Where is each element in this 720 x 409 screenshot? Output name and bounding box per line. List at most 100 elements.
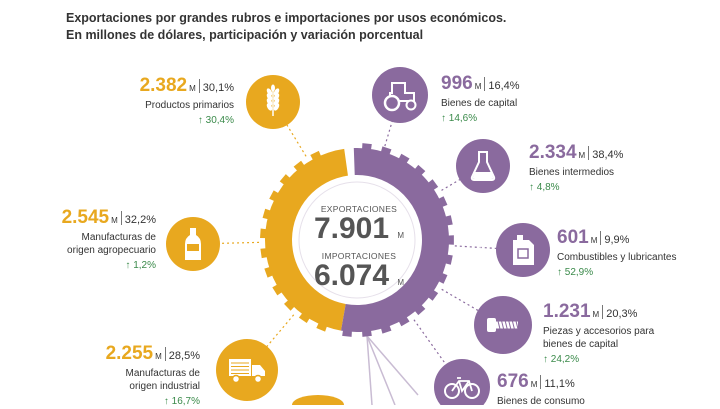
category-label: 2.334 M 38,4% Bienes intermedios ↑ 4,8% bbox=[529, 143, 689, 195]
ring-tooth bbox=[427, 289, 439, 301]
partial-node-circle bbox=[292, 395, 344, 405]
ring-tooth bbox=[284, 299, 296, 311]
connector-line bbox=[413, 319, 463, 388]
value-text: 676 bbox=[497, 371, 529, 392]
separator bbox=[164, 347, 166, 361]
ring-imports-band bbox=[341, 148, 449, 332]
share-text: 28,5% bbox=[168, 350, 200, 362]
ring-tooth bbox=[437, 272, 448, 284]
ring-tooth bbox=[362, 328, 372, 337]
separator bbox=[484, 77, 486, 91]
change-text: ↑ 52,9% bbox=[557, 267, 594, 278]
category-icons bbox=[166, 67, 550, 405]
change-text: ↑ 1,2% bbox=[125, 260, 156, 271]
truck-icon bbox=[229, 359, 265, 384]
change-text: ↑ 4,8% bbox=[529, 182, 560, 193]
unit-text: M bbox=[590, 236, 598, 245]
ring-tooth bbox=[260, 228, 268, 239]
connector-line bbox=[366, 335, 396, 405]
node-circle-bicycle bbox=[434, 359, 490, 405]
jerrycan-icon bbox=[513, 235, 534, 265]
change-text: ↑ 14,6% bbox=[441, 113, 478, 124]
share-text: 9,9% bbox=[604, 234, 630, 246]
ring-tooth bbox=[260, 248, 269, 259]
unit-text: M bbox=[592, 310, 600, 319]
category-name: Manufacturas de bbox=[81, 232, 157, 243]
ring-tooth bbox=[380, 146, 392, 156]
category-name: Manufacturas de bbox=[125, 368, 201, 379]
flask-icon bbox=[470, 151, 496, 181]
ring-inner-line bbox=[298, 181, 416, 299]
share-text: 11,1% bbox=[544, 378, 575, 390]
category-name: Bienes de consumo bbox=[497, 396, 585, 407]
center-imports-value: 6.074 M bbox=[313, 259, 405, 292]
tractor-icon bbox=[383, 82, 417, 112]
center-imports-label: IMPORTACIONES bbox=[321, 251, 397, 261]
separator bbox=[588, 146, 590, 160]
unit-text: M bbox=[530, 380, 538, 389]
category-name: Productos primarios bbox=[145, 100, 234, 111]
ring-tooth bbox=[298, 312, 311, 323]
change-text: ↑ 30,4% bbox=[197, 115, 234, 126]
title-line-2: En millones de dólares, participación y … bbox=[66, 28, 424, 42]
ring-center-disc bbox=[294, 177, 420, 303]
category-name: Bienes intermedios bbox=[529, 167, 615, 178]
separator bbox=[602, 305, 604, 319]
ring-tooth bbox=[262, 208, 272, 220]
ring-tooth bbox=[437, 196, 448, 208]
category-label: 2.255 M 28,5% Manufacturas de origen industr… bbox=[60, 344, 200, 409]
separator bbox=[600, 231, 602, 245]
connector-line bbox=[272, 101, 307, 157]
center-exports-label: EXPORTACIONES bbox=[320, 204, 398, 214]
share-text: 38,4% bbox=[592, 149, 624, 161]
ring-tooth bbox=[427, 179, 439, 191]
ring-exports-band bbox=[264, 148, 348, 331]
ring-tooth bbox=[272, 283, 284, 296]
separator bbox=[198, 79, 200, 93]
bottle-icon bbox=[185, 228, 201, 260]
value-text: 2.382 bbox=[139, 75, 188, 96]
ring-tooth bbox=[362, 143, 372, 152]
unit-text: M bbox=[189, 84, 196, 93]
ring-tooth bbox=[316, 321, 328, 332]
ring-tooth bbox=[446, 235, 454, 245]
node-circle-tractor bbox=[372, 67, 428, 123]
ring-tooth bbox=[279, 174, 291, 186]
center-ring bbox=[260, 143, 454, 337]
ring-tooth bbox=[264, 266, 275, 278]
ring-tooth bbox=[413, 164, 426, 177]
share-text: 32,2% bbox=[124, 214, 156, 226]
ring-tooth bbox=[413, 303, 426, 316]
connector-line bbox=[366, 335, 419, 396]
ring-tooth bbox=[342, 328, 352, 337]
category-name: Piezas y accesorios para bbox=[543, 326, 655, 337]
unit-text: M bbox=[578, 151, 586, 160]
value-text: 996 bbox=[441, 73, 473, 94]
value-text: 1.231 bbox=[543, 301, 591, 322]
ring-exports-label: EXPORTACIONES bbox=[233, 202, 252, 277]
center-exports-value: 7.901 M bbox=[313, 212, 405, 245]
value-text: 2.255 bbox=[105, 343, 154, 364]
share-text: 16,4% bbox=[488, 80, 520, 92]
chart-title: Exportaciones por grandes rubros e impor… bbox=[66, 10, 506, 44]
value-text: 2.545 bbox=[61, 207, 110, 228]
change-text: ↑ 16,7% bbox=[163, 396, 200, 407]
unit-text: M bbox=[474, 82, 482, 91]
ring-tooth bbox=[310, 150, 322, 162]
separator bbox=[120, 211, 122, 225]
category-label: 676 M 11,1% Bienes de consumo bbox=[497, 372, 657, 408]
share-text: 30,1% bbox=[202, 82, 234, 94]
separator bbox=[540, 375, 542, 389]
category-label: 1.231 M 20,3% Piezas y accesorios para biene… bbox=[543, 302, 713, 367]
ring-tooth bbox=[398, 153, 410, 165]
title-line-1: Exportaciones por grandes rubros e impor… bbox=[66, 11, 507, 25]
category-label: 601 M 9,9% Combustibles y lubricantes ↑ 52,9… bbox=[557, 228, 717, 280]
ring-tooth bbox=[293, 160, 306, 172]
ring-tooth bbox=[380, 324, 392, 334]
bolt-icon bbox=[487, 318, 519, 332]
wheat-icon bbox=[266, 84, 280, 116]
change-text: ↑ 24,2% bbox=[543, 354, 580, 365]
value-text: 601 bbox=[557, 227, 589, 248]
category-name: origen agropecuario bbox=[67, 245, 156, 256]
